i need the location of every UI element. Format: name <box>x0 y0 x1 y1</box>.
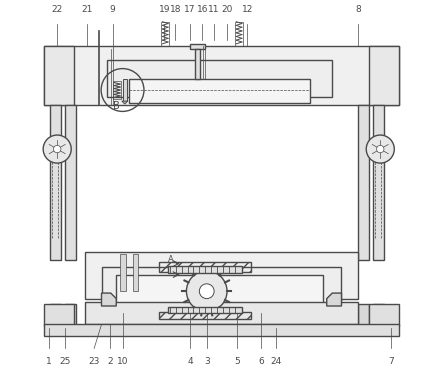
Bar <box>107 61 332 97</box>
Text: B: B <box>113 101 119 111</box>
Text: 18: 18 <box>170 5 181 14</box>
Bar <box>194 49 200 79</box>
Bar <box>168 266 242 273</box>
Bar <box>44 324 399 336</box>
Bar <box>369 304 399 326</box>
Text: 2: 2 <box>107 357 113 366</box>
Circle shape <box>366 135 394 163</box>
Bar <box>133 254 138 291</box>
Text: A: A <box>168 255 174 264</box>
Text: 20: 20 <box>222 5 233 14</box>
Text: 11: 11 <box>208 5 220 14</box>
Text: 17: 17 <box>184 5 196 14</box>
Bar <box>50 105 61 260</box>
Bar <box>44 46 399 105</box>
Bar <box>50 304 61 326</box>
Text: 21: 21 <box>81 5 93 14</box>
Bar <box>168 307 242 313</box>
Text: 6: 6 <box>258 357 264 366</box>
Bar <box>129 79 310 103</box>
Bar <box>44 46 74 105</box>
Bar <box>159 262 251 272</box>
Bar <box>123 79 127 101</box>
Bar <box>116 275 323 306</box>
Text: 10: 10 <box>117 357 128 366</box>
Bar <box>65 304 76 326</box>
Text: 25: 25 <box>59 357 70 366</box>
Text: 19: 19 <box>159 5 170 14</box>
Text: 22: 22 <box>51 5 63 14</box>
Text: 24: 24 <box>271 357 282 366</box>
Text: 1: 1 <box>46 357 51 366</box>
Circle shape <box>54 145 61 153</box>
Text: 5: 5 <box>234 357 240 366</box>
Bar <box>369 46 399 105</box>
Text: 23: 23 <box>89 357 100 366</box>
Text: 3: 3 <box>205 357 210 366</box>
Polygon shape <box>122 101 128 104</box>
Bar <box>120 254 125 291</box>
Bar <box>235 22 243 46</box>
Bar <box>373 304 384 326</box>
Bar <box>159 312 251 319</box>
Circle shape <box>199 284 214 299</box>
Text: 4: 4 <box>187 357 193 366</box>
Circle shape <box>43 135 71 163</box>
Bar <box>44 304 74 326</box>
Bar <box>358 304 369 326</box>
Bar <box>161 22 169 46</box>
Circle shape <box>377 145 384 153</box>
Text: 7: 7 <box>389 357 394 366</box>
Bar <box>85 253 358 299</box>
Bar <box>113 81 120 99</box>
Bar <box>101 267 342 306</box>
Bar <box>358 105 369 260</box>
Text: 8: 8 <box>355 5 361 14</box>
Bar <box>373 105 384 260</box>
Circle shape <box>187 271 227 311</box>
Bar <box>65 105 76 260</box>
Polygon shape <box>101 293 116 306</box>
Text: 16: 16 <box>197 5 208 14</box>
Bar <box>190 44 205 49</box>
Text: 12: 12 <box>242 5 253 14</box>
Text: 9: 9 <box>110 5 116 14</box>
Polygon shape <box>327 293 342 306</box>
Bar <box>85 302 358 324</box>
